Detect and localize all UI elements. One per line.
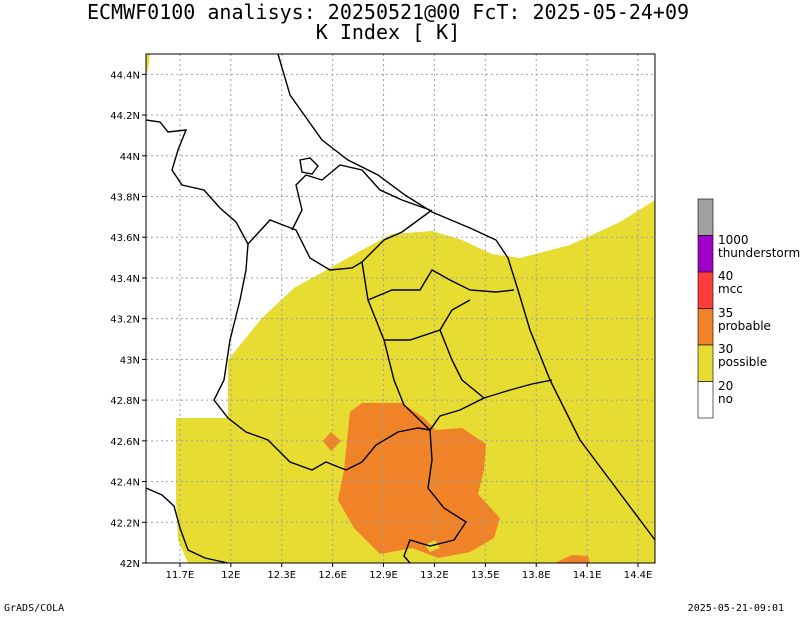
lon-tick-label: 12.9E xyxy=(369,570,398,581)
legend-category: thunderstorm xyxy=(718,245,800,260)
legend-swatch xyxy=(697,344,714,382)
lat-tick-label: 43.8N xyxy=(110,193,140,204)
footer-timestamp: 2025-05-21-09:01 xyxy=(687,603,784,614)
legend-category: probable xyxy=(718,318,771,333)
lat-tick-label: 42.8N xyxy=(110,396,140,407)
legend-value: 30 xyxy=(718,342,734,356)
lon-tick-label: 12.6E xyxy=(318,570,347,581)
lat-tick-label: 42.6N xyxy=(110,437,140,448)
lat-tick-label: 44.2N xyxy=(110,111,140,122)
legend-category: possible xyxy=(718,355,768,369)
lon-tick-label: 13.8E xyxy=(522,570,551,581)
legend-swatch xyxy=(697,235,714,273)
legend-swatch xyxy=(697,381,714,419)
footer-credit: GrADS/COLA xyxy=(4,603,65,614)
plot-frame xyxy=(145,53,656,564)
lat-tick-label: 44N xyxy=(120,152,140,163)
coastline xyxy=(146,54,655,563)
probable-region xyxy=(323,403,500,558)
legend-colorbar xyxy=(697,198,714,419)
lon-tick-label: 14.1E xyxy=(573,570,602,581)
lat-tick-label: 42N xyxy=(120,559,140,570)
legend-swatch xyxy=(697,198,714,236)
map-title: ECMWF0100 analisys: 20250521@00 FcT: 202… xyxy=(86,0,690,24)
lon-tick-label: 13.5E xyxy=(471,570,500,581)
lon-tick-label: 12E xyxy=(221,570,240,581)
legend-swatch xyxy=(697,308,714,346)
lat-tick-label: 42.4N xyxy=(110,478,140,489)
lon-tick-label: 14.4E xyxy=(624,570,653,581)
possible-region xyxy=(146,54,655,563)
lon-tick-label: 11.7E xyxy=(166,570,195,581)
map-subtitle: K Index [ K] xyxy=(315,20,461,44)
legend-category: mcc xyxy=(718,282,743,296)
lat-tick-label: 44.4N xyxy=(110,70,140,81)
latitude-labels: 42N 42.2N 42.4N 42.6N 42.8N 43N 43.2N 43.4N 43.6… xyxy=(110,70,146,570)
legend-value: 35 xyxy=(718,305,734,320)
legend-value: 20 xyxy=(718,378,734,393)
legend-category: no xyxy=(718,391,733,406)
lat-tick-label: 43.6N xyxy=(110,233,140,244)
legend-value: 40 xyxy=(718,269,734,283)
legend-swatch xyxy=(697,271,714,309)
probable-region-coast xyxy=(555,555,590,563)
lat-tick-label: 43.4N xyxy=(110,274,140,285)
lat-tick-label: 43.2N xyxy=(110,315,140,326)
lat-tick-label: 43N xyxy=(120,355,140,366)
legend-value: 1000 xyxy=(718,232,749,247)
lon-tick-label: 12.3E xyxy=(267,570,296,581)
longitude-labels: 11.7E 12E 12.3E 12.6E 12.9E 13.2E 13.5E 13.8E 14… xyxy=(166,563,653,581)
lat-tick-label: 42.2N xyxy=(110,518,140,529)
lon-tick-label: 13.2E xyxy=(420,570,449,581)
